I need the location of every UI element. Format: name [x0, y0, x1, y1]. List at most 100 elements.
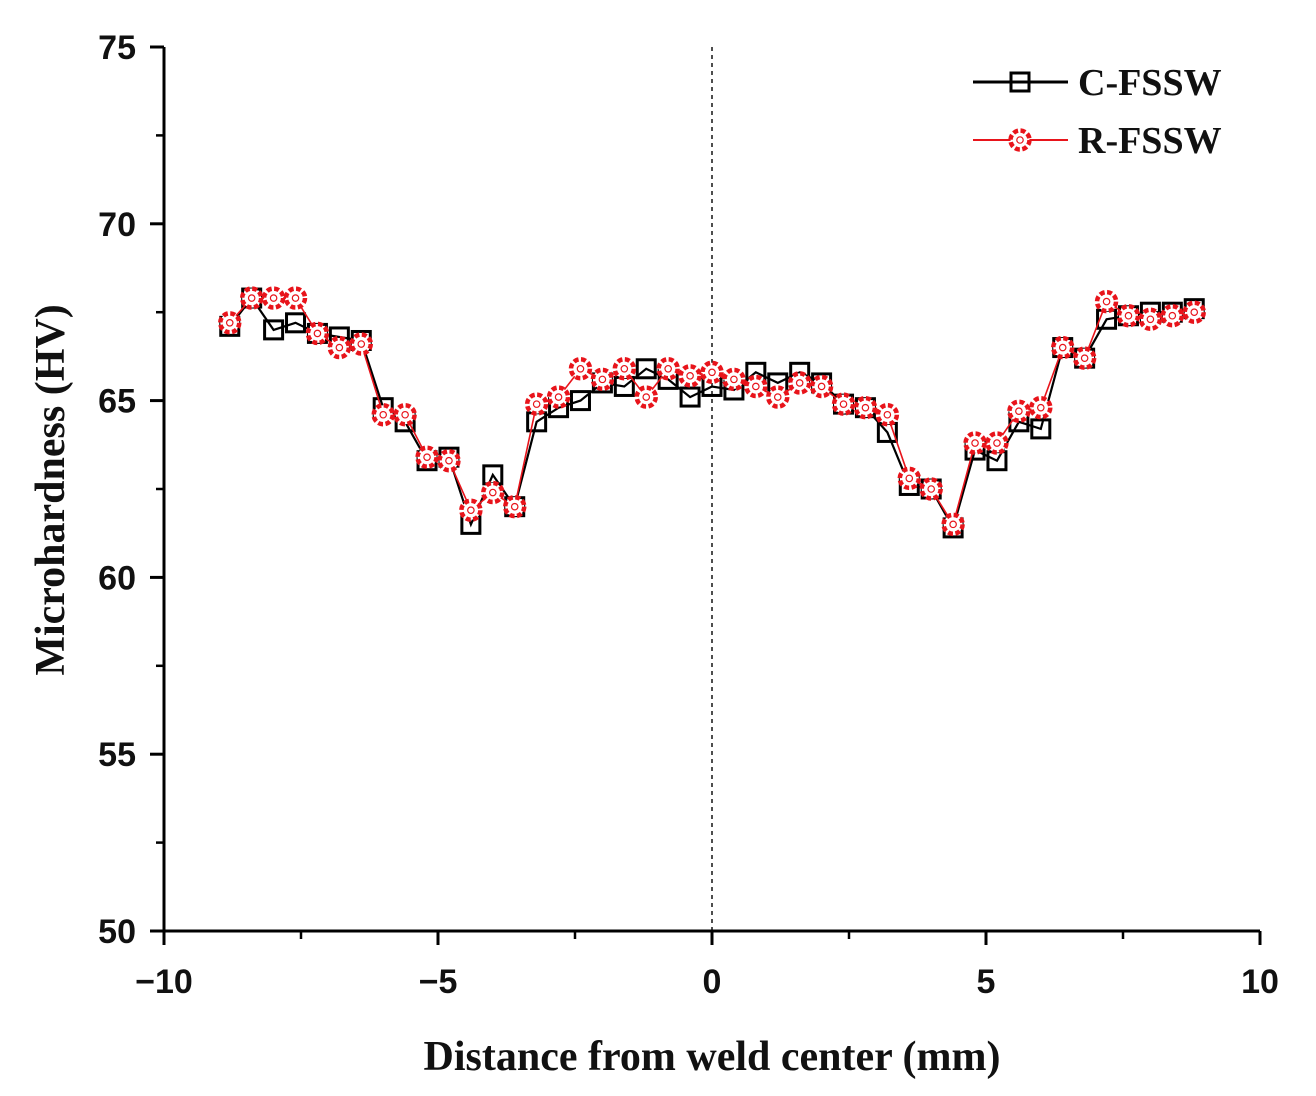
series-layer: [218, 47, 1206, 931]
marker-ring: [349, 332, 374, 356]
marker-ring: [371, 402, 395, 427]
data-point: [569, 390, 591, 412]
data-point: [1030, 418, 1052, 440]
data-point: [283, 286, 308, 310]
marker-ring: [239, 286, 264, 310]
data-point: [831, 392, 856, 416]
marker-core: [839, 400, 848, 408]
marker-core: [620, 364, 629, 373]
marker-core: [883, 410, 892, 419]
data-point: [1182, 300, 1206, 324]
data-point: [809, 374, 834, 399]
data-point: [568, 357, 593, 381]
legend-label-c-fssw: C-FSSW: [1078, 62, 1222, 104]
marker-ring: [1008, 128, 1032, 152]
data-point: [679, 386, 701, 408]
marker-ring: [393, 402, 417, 427]
marker-ring: [787, 371, 812, 395]
data-point: [766, 385, 790, 409]
marker-core: [379, 410, 388, 419]
data-point: [744, 374, 768, 399]
marker-ring: [963, 431, 987, 455]
marker-core: [708, 368, 716, 377]
data-point: [546, 385, 571, 409]
data-point: [1116, 303, 1141, 328]
marker-core: [752, 382, 760, 391]
data-point: [722, 367, 746, 392]
y-tick-label: 70: [98, 206, 136, 244]
x-tick-label: −5: [419, 963, 458, 1001]
marker-core: [1058, 343, 1067, 352]
data-point: [941, 512, 965, 537]
marker-ring: [678, 364, 702, 388]
marker-ring: [218, 311, 242, 335]
marker-core: [1102, 297, 1111, 306]
marker-core: [795, 379, 804, 387]
x-tick-label: −10: [135, 963, 193, 1001]
marker-core: [445, 456, 453, 465]
marker-ring: [459, 498, 483, 522]
marker-core: [225, 319, 234, 327]
marker-core: [993, 439, 1001, 447]
y-axis-title: Microhardness (HV): [28, 304, 74, 675]
x-axis-title: Distance from weld center (mm): [424, 1034, 1001, 1080]
marker-ring: [1116, 303, 1141, 328]
marker-core: [664, 364, 672, 373]
marker-ring: [809, 374, 834, 399]
marker-core: [401, 410, 409, 419]
data-point: [634, 385, 658, 409]
marker-core: [949, 520, 957, 529]
data-point: [285, 312, 307, 334]
data-point: [678, 364, 702, 388]
legend-marker-c-fssw: [1009, 71, 1031, 93]
marker-core: [971, 439, 979, 447]
marker-ring: [766, 385, 790, 409]
data-point: [1072, 346, 1097, 370]
marker-ring: [875, 402, 900, 427]
x-tick-label: 0: [703, 963, 722, 1001]
data-point: [1138, 307, 1163, 332]
data-point: [524, 392, 549, 416]
marker-core: [905, 474, 914, 483]
marker-ring: [546, 385, 571, 409]
marker-core: [773, 393, 782, 401]
x-tick-label: 10: [1241, 963, 1279, 1001]
marker-ring: [415, 445, 439, 469]
legend-label-r-fssw: R-FSSW: [1078, 120, 1222, 162]
marker-core: [510, 502, 519, 511]
marker-core: [642, 393, 651, 401]
marker-ring: [853, 395, 878, 420]
marker-ring: [656, 357, 680, 381]
marker-core: [576, 364, 585, 373]
marker-ring: [437, 448, 461, 473]
marker-ring: [612, 357, 637, 381]
y-tick-label: 55: [98, 736, 136, 774]
marker-core: [291, 294, 300, 302]
marker-ring: [305, 321, 330, 346]
marker-ring: [919, 477, 943, 501]
legend: C-FSSW R-FSSW: [973, 62, 1222, 162]
marker-core: [1037, 403, 1045, 412]
data-point: [327, 335, 352, 360]
x-tick-label: 5: [977, 963, 996, 1001]
marker-ring: [283, 286, 308, 310]
data-point: [481, 480, 505, 505]
data-point: [261, 286, 286, 310]
marker-core: [247, 294, 256, 302]
marker-core: [488, 488, 497, 497]
marker-core: [357, 340, 366, 348]
marker-ring: [590, 367, 615, 392]
data-point: [305, 321, 330, 346]
data-point: [919, 477, 943, 501]
axes-layer: −10 −5 0 5 10 50 55 60 65 70 75: [98, 29, 1279, 1001]
data-point: [263, 319, 285, 341]
data-point: [1029, 395, 1053, 420]
marker-core: [532, 400, 541, 408]
marker-core: [927, 485, 936, 493]
data-point: [239, 286, 264, 310]
data-point: [985, 431, 1009, 455]
data-point: [635, 358, 657, 380]
data-point: [502, 494, 527, 519]
